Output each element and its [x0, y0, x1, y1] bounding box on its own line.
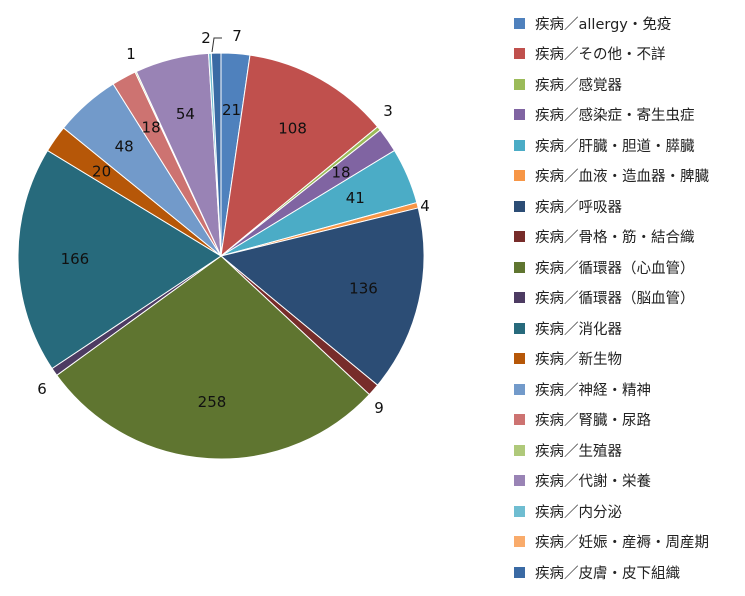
legend-item: 疾病／allergy・免疫 [514, 8, 744, 39]
legend-swatch [514, 292, 525, 304]
label-leader-line [211, 37, 222, 53]
legend-swatch [514, 231, 525, 243]
pie-data-label: 136 [349, 280, 378, 298]
legend-swatch [514, 383, 525, 395]
legend-swatch [514, 475, 525, 487]
legend-swatch [514, 505, 525, 517]
legend-item: 疾病／循環器（脳血管） [514, 283, 744, 314]
legend-item: 疾病／呼吸器 [514, 191, 744, 222]
chart-legend: 疾病／allergy・免疫 疾病／その他・不詳 疾病／感覚器疾病／感染症・寄生虫症疾… [514, 8, 744, 588]
pie-slice [210, 52, 222, 257]
legend-swatch [514, 536, 525, 548]
pie-data-label: 54 [176, 105, 195, 123]
pie-data-label: 20 [92, 163, 111, 181]
legend-label: 疾病／消化器 [535, 321, 622, 338]
legend-label: 疾病／循環器（脳血管） [535, 291, 695, 308]
pie-slice [220, 54, 379, 258]
pie-data-label: 6 [37, 380, 47, 398]
legend-item: 疾病／肝臓・胆道・膵臓 [514, 130, 744, 161]
legend-label: 疾病／骨格・筋・結合織 [535, 230, 695, 247]
pie-data-label: 18 [331, 164, 350, 182]
legend-item: 疾病／神経・精神 [514, 374, 744, 405]
legend-label: 疾病／腎臓・尿路 [535, 413, 651, 430]
pie-data-label: 258 [198, 393, 227, 411]
legend-item: 疾病／骨格・筋・結合織 [514, 222, 744, 253]
pie-data-label: 1 [126, 45, 136, 63]
legend-swatch [514, 200, 525, 212]
legend-swatch [514, 414, 525, 426]
pie-data-label: 108 [278, 120, 307, 138]
legend-swatch [514, 170, 525, 182]
legend-item: 疾病／妊娠・産褥・周産期 [514, 527, 744, 558]
pie-data-label: 18 [142, 119, 161, 137]
pie-slice [219, 207, 425, 386]
legend-label: 疾病／代謝・栄養 [535, 474, 651, 491]
legend-swatch [514, 566, 525, 578]
legend-label: 疾病／その他・不詳 [535, 47, 666, 64]
legend-swatch [514, 322, 525, 334]
legend-item: 疾病／感染症・寄生虫症 [514, 100, 744, 131]
pie-slices [17, 52, 425, 460]
legend-item: 疾病／循環器（心血管） [514, 252, 744, 283]
legend-swatch [514, 353, 525, 365]
legend-item: 疾病／感覚器 [514, 69, 744, 100]
legend-item: 疾病／消化器 [514, 313, 744, 344]
pie-data-label: 48 [115, 138, 134, 156]
pie-data-label: 2 [201, 29, 211, 47]
legend-label: 疾病／神経・精神 [535, 382, 651, 399]
legend-label: 疾病／妊娠・産褥・周産期 [535, 535, 709, 552]
legend-label: 疾病／感覚器 [535, 77, 622, 94]
pie-slice [56, 255, 371, 460]
pie-data-label: 4 [420, 197, 430, 215]
legend-item: 疾病／腎臓・尿路 [514, 405, 744, 436]
pie-data-label: 9 [374, 399, 384, 417]
pie-data-label: 3 [383, 102, 393, 120]
legend-item: 疾病／内分泌 [514, 496, 744, 527]
legend-item: 疾病／その他・不詳 [514, 39, 744, 70]
legend-swatch [514, 261, 525, 273]
legend-item: 疾病／新生物 [514, 344, 744, 375]
legend-label: 疾病／循環器（心血管） [535, 260, 695, 277]
legend-label: 疾病／allergy・免疫 [535, 16, 672, 33]
legend-swatch [514, 139, 525, 151]
legend-swatch [514, 78, 525, 90]
legend-swatch [514, 17, 525, 29]
pie-data-label: 41 [346, 189, 365, 207]
legend-item: 疾病／皮膚・皮下組織 [514, 557, 744, 588]
legend-swatch [514, 444, 525, 456]
legend-item: 疾病／血液・造血器・脾臓 [514, 161, 744, 192]
legend-label: 疾病／新生物 [535, 352, 622, 369]
pie-data-label: 7 [232, 27, 242, 45]
legend-label: 疾病／皮膚・皮下組織 [535, 565, 680, 582]
legend-item: 疾病／代謝・栄養 [514, 466, 744, 497]
legend-label: 疾病／血液・造血器・脾臓 [535, 169, 709, 186]
legend-swatch [514, 48, 525, 60]
legend-label: 疾病／内分泌 [535, 504, 622, 521]
legend-label: 疾病／呼吸器 [535, 199, 622, 216]
pie-data-label: 166 [61, 250, 90, 268]
legend-label: 疾病／生殖器 [535, 443, 622, 460]
legend-label: 疾病／感染症・寄生虫症 [535, 108, 695, 125]
pie-data-label: 21 [222, 101, 241, 119]
legend-label: 疾病／肝臓・胆道・膵臓 [535, 138, 695, 155]
legend-item: 疾病／生殖器 [514, 435, 744, 466]
pie-slice [17, 149, 222, 370]
legend-swatch [514, 109, 525, 121]
